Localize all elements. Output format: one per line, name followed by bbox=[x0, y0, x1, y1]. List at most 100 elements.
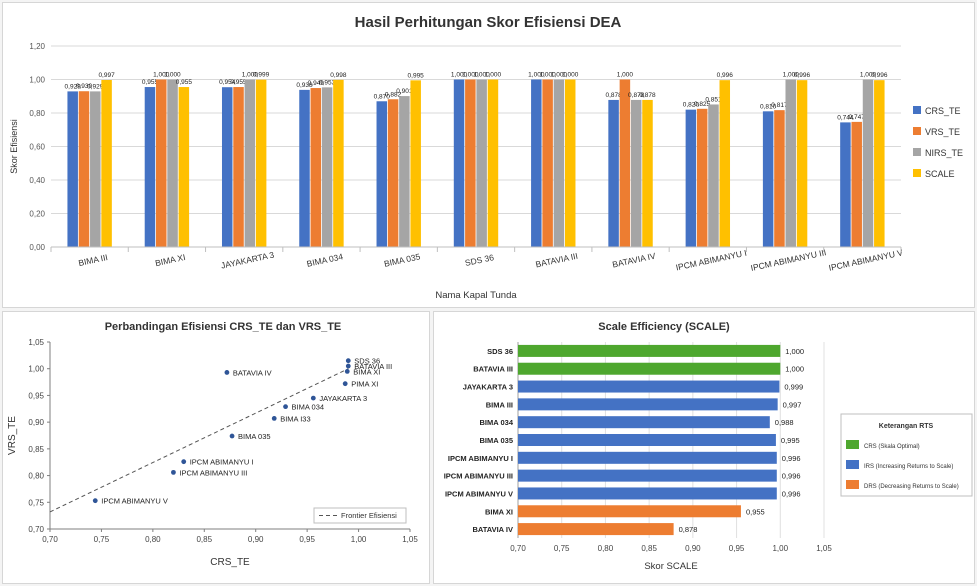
scatter-point bbox=[345, 358, 351, 364]
bar-crs bbox=[221, 87, 233, 247]
scale-bar bbox=[518, 416, 770, 429]
x-tick-label: 0,90 bbox=[685, 544, 701, 553]
scatter-point bbox=[342, 381, 348, 387]
bar-nirs bbox=[553, 79, 565, 247]
x-tick-label: BATAVIA III bbox=[535, 251, 579, 270]
x-tick-label: BIMA III bbox=[77, 252, 108, 268]
crs-vrs-scatter: Perbandingan Efisiensi CRS_TE dan VRS_TE… bbox=[7, 321, 418, 568]
bar-value-label: 0,996 bbox=[782, 472, 801, 481]
legend-swatch bbox=[913, 127, 921, 135]
point-label: BIMA 035 bbox=[238, 432, 271, 441]
x-tick-label: 0,95 bbox=[729, 544, 745, 553]
bar-category-label: BIMA XI bbox=[485, 507, 513, 516]
data-label: 1,000 bbox=[451, 72, 468, 79]
bar-vrs bbox=[233, 87, 244, 247]
point-label: IPCM ABIMANYU V bbox=[101, 497, 168, 506]
data-label: 0,870 bbox=[374, 93, 391, 100]
data-label: 0,930 bbox=[76, 83, 93, 90]
data-label: 0,929 bbox=[65, 83, 82, 90]
crs-vrs-panel: Perbandingan Efisiensi CRS_TE dan VRS_TE… bbox=[2, 311, 430, 584]
bar-value-label: 0,996 bbox=[782, 454, 801, 463]
data-label: 0,938 bbox=[296, 82, 313, 89]
bar-nirs bbox=[708, 104, 719, 248]
point-label: SDS 36 bbox=[354, 357, 380, 366]
bar-scale bbox=[719, 80, 731, 247]
legend-label: DRS (Decreasing Returns to Scale) bbox=[864, 484, 959, 490]
bar-category-label: JAYAKARTA 3 bbox=[463, 383, 513, 392]
x-tick-label: BIMA 034 bbox=[306, 251, 344, 269]
x-tick-label: IPCM ABIMANYU III bbox=[750, 247, 827, 273]
bar-nirs bbox=[90, 91, 101, 247]
y-tick-label: 0,00 bbox=[29, 243, 45, 252]
scatter-point bbox=[224, 370, 230, 375]
data-label: 0,949 bbox=[308, 80, 325, 87]
data-label: 0,810 bbox=[760, 103, 777, 110]
bar-scale bbox=[564, 79, 576, 247]
bar-category-label: IPCM ABIMANYU V bbox=[445, 489, 513, 498]
data-label: 1,000 bbox=[153, 72, 170, 79]
bar-vrs bbox=[696, 108, 708, 247]
bar-vrs bbox=[387, 99, 399, 247]
data-label: 0,851 bbox=[705, 96, 722, 103]
scale-bar bbox=[518, 344, 781, 357]
point-label: IPCM ABIMANYU I bbox=[190, 458, 254, 467]
legend-label: SCALE bbox=[925, 169, 955, 179]
data-label: 0,999 bbox=[253, 72, 270, 79]
bar-vrs bbox=[542, 79, 553, 247]
y-tick-label: 0,60 bbox=[29, 143, 45, 152]
point-label: BIMA XI bbox=[353, 367, 380, 376]
data-label: 0,820 bbox=[683, 102, 700, 109]
bar-vrs bbox=[310, 88, 322, 247]
bar-value-label: 0,996 bbox=[782, 489, 801, 498]
bar-scale bbox=[178, 87, 190, 247]
data-label: 1,000 bbox=[462, 72, 479, 79]
scale-efficiency-chart: Scale Efficiency (SCALE) 0,70 0,75 0,80 0,85… bbox=[444, 321, 973, 572]
y-tick-label: 0,90 bbox=[28, 418, 44, 427]
bar-category-label: BIMA 034 bbox=[480, 418, 514, 427]
legend-label: NIRS_TE bbox=[925, 148, 963, 158]
data-label: 0,901 bbox=[396, 88, 413, 95]
bar-crs bbox=[299, 89, 310, 247]
y-tick-label: 0,95 bbox=[28, 391, 44, 400]
x-tick-label: SDS 36 bbox=[464, 252, 495, 268]
legend-box bbox=[840, 413, 973, 497]
x-tick-label: 1,05 bbox=[402, 535, 418, 544]
data-label: 1,000 bbox=[242, 72, 259, 79]
scatter-point bbox=[283, 404, 288, 410]
y-tick-label: 0,70 bbox=[28, 525, 44, 534]
data-label: 0,882 bbox=[385, 91, 402, 98]
bar-scale bbox=[255, 79, 267, 247]
x-tick-label: 0,70 bbox=[510, 544, 526, 553]
bar-crs bbox=[762, 111, 774, 247]
y-tick-label: 1,00 bbox=[29, 76, 45, 85]
bar-scale bbox=[796, 80, 808, 247]
bar-nirs bbox=[630, 99, 642, 247]
point-label: BATAVIA III bbox=[354, 362, 392, 371]
data-label: 0,995 bbox=[408, 72, 425, 79]
y-axis-label: Skor Efisiensi bbox=[9, 119, 19, 174]
data-label: 0,996 bbox=[717, 72, 734, 79]
bar-vrs bbox=[619, 79, 631, 247]
bar-vrs bbox=[465, 79, 476, 247]
bar-vrs bbox=[156, 79, 167, 247]
bar-scale bbox=[410, 80, 421, 248]
data-label: 0,878 bbox=[639, 92, 656, 99]
scale-bar bbox=[518, 451, 777, 464]
bar-category-label: BATAVIA IV bbox=[472, 525, 513, 534]
x-axis-label: CRS_TE bbox=[210, 557, 250, 568]
y-tick-label: 0,85 bbox=[28, 445, 44, 454]
bar-value-label: 0,995 bbox=[781, 436, 800, 445]
scatter-point bbox=[345, 363, 351, 369]
point-label: PIMA XI bbox=[351, 380, 378, 389]
bar-value-label: 1,000 bbox=[785, 347, 804, 356]
bar-value-label: 0,955 bbox=[746, 507, 765, 516]
x-tick-label: BATAVIA IV bbox=[611, 251, 656, 270]
scale-bar bbox=[518, 362, 781, 375]
data-label: 1,000 bbox=[860, 72, 877, 79]
bar-value-label: 1,000 bbox=[785, 365, 804, 374]
data-label: 0,817 bbox=[771, 102, 788, 109]
data-label: 1,000 bbox=[485, 72, 502, 79]
y-tick-label: 0,80 bbox=[29, 109, 45, 118]
legend-label: IRS (Increasing Returns to Scale) bbox=[864, 464, 953, 470]
